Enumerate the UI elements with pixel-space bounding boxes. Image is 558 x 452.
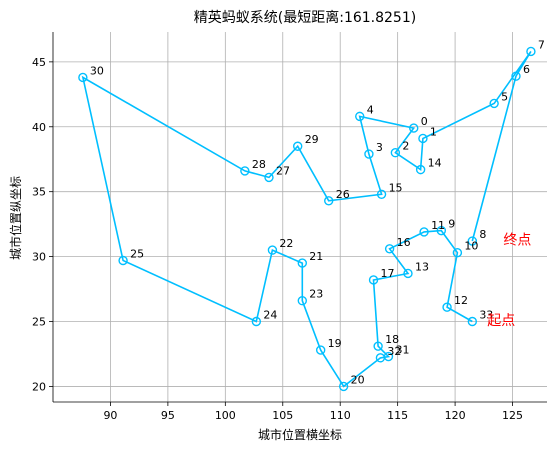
city-marker <box>338 381 349 392</box>
city-label: 8 <box>479 228 486 241</box>
city-label: 31 <box>395 344 409 357</box>
city-label: 30 <box>90 64 104 77</box>
city-label: 27 <box>276 164 290 177</box>
city-marker <box>251 316 262 327</box>
city-marker <box>526 46 536 57</box>
city-marker <box>467 316 478 327</box>
city-marker <box>452 248 463 258</box>
city-marker <box>419 227 429 237</box>
x-tick-label: 105 <box>272 409 293 422</box>
city-marker <box>375 353 386 363</box>
city-label: 9 <box>448 218 455 231</box>
city-marker <box>373 341 383 351</box>
city-marker <box>511 71 521 81</box>
city-marker <box>297 296 307 306</box>
x-tick-label: 125 <box>502 409 523 422</box>
x-tick-label: 110 <box>330 409 351 422</box>
city-label: 32 <box>387 345 401 358</box>
city-label: 29 <box>305 133 319 146</box>
x-tick-label: 115 <box>387 409 408 422</box>
city-marker <box>442 302 452 312</box>
x-tick-label: 95 <box>161 409 175 422</box>
city-label: 7 <box>538 38 545 51</box>
x-tick-label: 120 <box>445 409 466 422</box>
city-label: 1 <box>430 125 437 138</box>
city-marker <box>264 172 274 183</box>
route-line <box>81 51 532 388</box>
city-marker <box>364 149 374 159</box>
city-marker <box>489 98 499 109</box>
city-label: 19 <box>328 337 342 350</box>
y-tick-label: 30 <box>32 251 46 264</box>
city-label: 21 <box>309 250 323 263</box>
y-tick-label: 40 <box>32 121 46 134</box>
city-label: 18 <box>385 333 399 346</box>
city-marker <box>390 148 401 158</box>
x-tick-label: 100 <box>215 409 236 422</box>
city-label: 26 <box>336 188 350 201</box>
city-marker <box>267 245 278 255</box>
city-label: 17 <box>381 267 395 280</box>
city-marker <box>376 189 387 199</box>
x-axis-label: 城市位置横坐标 <box>258 427 342 442</box>
grid-lines <box>53 32 547 402</box>
y-tick-label: 25 <box>32 316 46 329</box>
city-label: 20 <box>351 373 365 386</box>
city-marker <box>240 166 250 176</box>
city-label: 14 <box>428 157 442 170</box>
city-marker <box>403 268 413 279</box>
city-marker <box>78 72 88 83</box>
chart-title: 精英蚂蚁系统(最短距离:161.8251) <box>194 9 416 26</box>
city-label: 23 <box>309 288 323 301</box>
city-marker <box>418 133 428 144</box>
city-marker <box>324 196 334 206</box>
city-label: 24 <box>263 309 277 322</box>
city-markers <box>78 46 536 392</box>
city-marker <box>409 123 419 133</box>
city-label: 13 <box>415 260 429 273</box>
route-annotation: 终点 <box>503 233 531 249</box>
annotations: 起点 终点 <box>487 233 531 329</box>
route-path <box>81 51 532 388</box>
city-label: 25 <box>130 247 144 260</box>
city-label: 15 <box>389 181 403 194</box>
city-marker <box>436 225 447 236</box>
route-annotation: 起点 <box>487 313 515 329</box>
city-marker <box>293 141 303 151</box>
city-label: 4 <box>367 103 374 116</box>
y-tick-label: 35 <box>32 186 46 199</box>
city-marker <box>297 258 307 268</box>
city-label: 3 <box>376 141 383 154</box>
city-label: 28 <box>252 158 266 171</box>
y-tick-label: 45 <box>32 56 46 69</box>
city-marker <box>355 111 365 122</box>
city-label: 6 <box>523 63 530 76</box>
city-label: 10 <box>464 240 478 253</box>
city-marker <box>315 345 326 355</box>
city-label: 16 <box>397 236 411 249</box>
city-label: 2 <box>402 140 409 153</box>
city-label: 0 <box>421 115 428 128</box>
y-axis-label: 城市位置纵坐标 <box>8 176 23 260</box>
city-marker <box>118 255 128 266</box>
city-marker <box>384 244 395 254</box>
city-marker <box>368 275 379 285</box>
city-label: 33 <box>479 309 493 322</box>
city-label: 22 <box>279 237 293 250</box>
x-tick-label: 90 <box>103 409 117 422</box>
city-label: 12 <box>454 294 468 307</box>
city-labels: 0123456789101112131415161718192021222324… <box>90 38 545 386</box>
city-label: 5 <box>501 90 508 103</box>
city-marker <box>467 236 478 246</box>
city-marker <box>415 164 426 175</box>
city-label: 11 <box>431 219 445 232</box>
y-tick-label: 20 <box>32 380 46 393</box>
